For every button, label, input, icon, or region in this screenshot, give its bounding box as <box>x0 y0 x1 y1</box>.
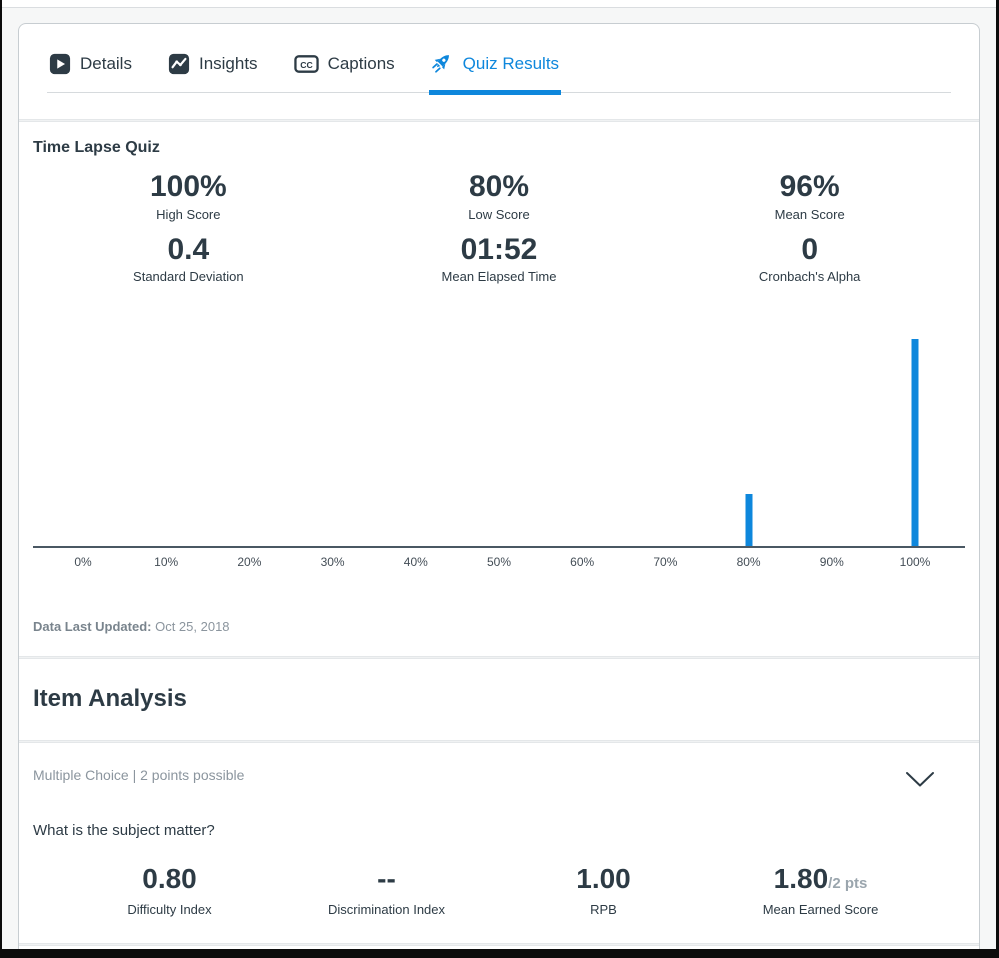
last-updated-label: Data Last Updated: <box>33 619 152 634</box>
expand-question-button[interactable] <box>897 765 943 797</box>
stat-value: 1.80/2 pts <box>773 863 868 894</box>
points-suffix: /2 pts <box>828 875 868 892</box>
axis-tick-label: 30% <box>320 555 345 569</box>
stat-value: 96% <box>779 170 840 203</box>
axis-tick-label: 10% <box>154 555 179 569</box>
section-divider <box>19 656 979 659</box>
axis-tick-label: 100% <box>899 555 931 569</box>
stat-value: 1.00 <box>576 863 631 894</box>
quiz-stats-grid: 100% High Score 80% Low Score 96% Mean S… <box>33 170 965 284</box>
quiz-results-section: Time Lapse Quiz 100% High Score 80% Low … <box>19 122 979 656</box>
quiz-title: Time Lapse Quiz <box>33 139 160 156</box>
chart-plot <box>33 298 965 548</box>
question-header: Multiple Choice | 2 points possible <box>33 765 965 797</box>
stat-label: Discrimination Index <box>327 902 446 918</box>
stat-value: 100% <box>149 170 227 203</box>
stat-label: Difficulty Index <box>127 902 212 918</box>
stat-value: 01:52 <box>460 232 538 266</box>
tab-details[interactable]: Details <box>47 53 134 95</box>
axis-tick-label: 90% <box>819 555 844 569</box>
stat-mean-score: 96% Mean Score <box>654 170 965 222</box>
histogram-bar <box>911 339 919 546</box>
section-divider <box>19 740 979 743</box>
question-meta: Multiple Choice | 2 points possible <box>33 767 245 783</box>
trend-line-icon <box>168 53 190 75</box>
play-video-icon <box>49 53 71 75</box>
tab-label: Details <box>80 54 132 73</box>
chart-axis-ticks: 0% 10% 20% 30% 40% 50% 60% 70% 80% 90% 100% <box>33 555 965 577</box>
stat-mean-earned-score: 1.80/2 pts Mean Earned Score <box>712 863 929 917</box>
stat-label: RPB <box>590 902 617 918</box>
stat-value: 80% <box>468 170 530 203</box>
tab-label: Insights <box>198 54 258 73</box>
stat-label: Low Score <box>468 206 530 222</box>
stat-difficulty-index: 0.80 Difficulty Index <box>61 863 278 917</box>
question-stats-grid: 0.80 Difficulty Index -- Discrimination … <box>33 863 965 917</box>
card-filler <box>19 946 979 949</box>
section-divider <box>19 119 979 122</box>
stat-label: Mean Score <box>774 206 845 222</box>
stat-standard-deviation: 0.4 Standard Deviation <box>33 233 344 285</box>
question-text: What is the subject matter? <box>33 822 215 839</box>
stat-value: 0.4 <box>167 232 210 266</box>
top-strip <box>2 0 996 8</box>
stat-label: Cronbach's Alpha <box>758 269 861 284</box>
axis-tick-label: 60% <box>570 555 595 569</box>
stat-label: Mean Earned Score <box>762 902 879 918</box>
media-panel-card: Details Insights <box>18 23 980 949</box>
stat-low-score: 80% Low Score <box>344 170 655 222</box>
stat-rpb: 1.00 RPB <box>495 863 712 917</box>
axis-tick-label: 80% <box>736 555 761 569</box>
axis-tick-label: 20% <box>237 555 262 569</box>
stat-cronbachs-alpha: 0 Cronbach's Alpha <box>654 233 965 285</box>
closed-captions-icon: CC <box>293 53 319 75</box>
stat-value: -- <box>377 863 396 894</box>
section-divider <box>19 943 979 947</box>
tab-quiz-results[interactable]: Quiz Results <box>428 52 562 95</box>
stat-mean-elapsed-time: 01:52 Mean Elapsed Time <box>344 233 655 285</box>
tab-bar: Details Insights <box>19 24 979 119</box>
question-item-card: Multiple Choice | 2 points possible What… <box>19 743 979 943</box>
stat-high-score: 100% High Score <box>33 170 344 222</box>
stat-label: Standard Deviation <box>133 269 244 284</box>
tab-insights[interactable]: Insights <box>166 53 260 95</box>
item-analysis-heading: Item Analysis <box>33 685 187 712</box>
histogram-bar <box>745 494 753 546</box>
axis-tick-label: 0% <box>74 555 92 569</box>
svg-text:CC: CC <box>300 60 312 70</box>
last-updated-value: Oct 25, 2018 <box>155 619 230 634</box>
axis-tick-label: 40% <box>403 555 428 569</box>
data-last-updated: Data Last Updated: Oct 25, 2018 <box>33 619 965 634</box>
stat-label: High Score <box>156 206 221 222</box>
stat-label: Mean Elapsed Time <box>441 269 557 284</box>
item-analysis-section: Item Analysis <box>19 659 979 740</box>
tabs-row: Details Insights <box>47 52 951 95</box>
stat-value: 0.80 <box>142 863 197 894</box>
tab-label: Captions <box>327 54 395 73</box>
chevron-down-icon <box>905 772 935 791</box>
tab-captions[interactable]: CC Captions <box>292 53 397 95</box>
axis-tick-label: 70% <box>653 555 678 569</box>
rocket-icon <box>431 52 454 75</box>
axis-tick-label: 50% <box>486 555 512 569</box>
stat-discrimination-index: -- Discrimination Index <box>278 863 495 917</box>
tab-label: Quiz Results <box>462 53 560 73</box>
stat-value: 0 <box>801 232 818 266</box>
score-distribution-chart: 0% 10% 20% 30% 40% 50% 60% 70% 80% 90% 100% <box>33 298 965 577</box>
